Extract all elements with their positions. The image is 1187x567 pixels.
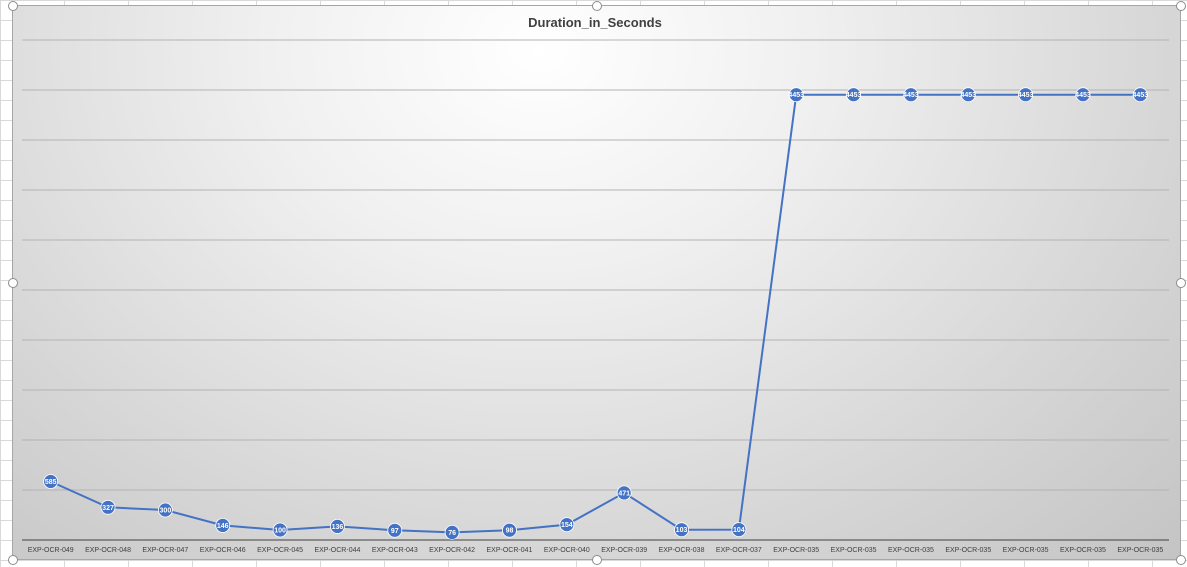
x-tick-label: EXP-OCR-035: [773, 547, 819, 554]
x-tick-label: EXP-OCR-035: [1060, 547, 1106, 554]
x-tick-label: EXP-OCR-035: [945, 547, 991, 554]
data-label: 146: [217, 523, 229, 530]
x-tick-label: EXP-OCR-043: [372, 547, 418, 554]
data-label: 98: [506, 528, 514, 535]
data-point[interactable]: [215, 518, 231, 533]
data-point[interactable]: [100, 499, 116, 515]
data-label: 4453: [1075, 92, 1091, 99]
x-tick-label: EXP-OCR-044: [314, 547, 360, 554]
x-tick-label: EXP-OCR-035: [1117, 547, 1163, 554]
x-tick-label: EXP-OCR-038: [659, 547, 705, 554]
data-point[interactable]: [387, 522, 403, 538]
x-tick-label: EXP-OCR-047: [142, 547, 188, 554]
data-label: 97: [391, 528, 399, 535]
data-point[interactable]: [788, 87, 804, 103]
x-tick-label: EXP-OCR-035: [888, 547, 934, 554]
resize-handle-middle-right[interactable]: [1176, 278, 1186, 288]
data-point[interactable]: [444, 525, 460, 540]
x-tick-label: EXP-OCR-041: [487, 547, 533, 554]
data-point[interactable]: [903, 87, 919, 103]
data-label: 327: [102, 505, 114, 512]
data-point[interactable]: [1075, 87, 1091, 103]
data-point[interactable]: [674, 522, 689, 538]
resize-handle-top-middle[interactable]: [592, 1, 602, 11]
resize-handle-bottom-middle[interactable]: [592, 555, 602, 565]
x-tick-label: EXP-OCR-048: [85, 547, 131, 554]
data-label: 585: [45, 479, 57, 486]
resize-handle-top-right[interactable]: [1176, 1, 1186, 11]
x-tick-label: EXP-OCR-035: [1003, 547, 1049, 554]
x-tick-label: EXP-OCR-035: [831, 547, 877, 554]
data-label: 471: [618, 490, 630, 497]
data-label: 76: [448, 530, 456, 537]
data-point[interactable]: [272, 522, 288, 538]
data-point[interactable]: [616, 485, 632, 501]
resize-handle-top-left[interactable]: [8, 1, 18, 11]
data-point[interactable]: [846, 87, 861, 103]
resize-handle-bottom-right[interactable]: [1176, 555, 1186, 565]
x-tick-label: EXP-OCR-037: [716, 547, 762, 554]
data-label: 4453: [788, 92, 804, 99]
data-point[interactable]: [559, 517, 575, 532]
data-label: 100: [274, 528, 286, 535]
series-line: [50, 93, 1141, 534]
data-label: 103: [676, 527, 688, 534]
x-tick-label: EXP-OCR-046: [200, 547, 246, 554]
data-point[interactable]: [502, 522, 517, 538]
x-tick-label: EXP-OCR-045: [257, 547, 303, 554]
chart-title: Duration_in_Seconds: [528, 15, 662, 30]
chart-area[interactable]: [12, 5, 1181, 560]
data-label: 4453: [903, 92, 919, 99]
x-tick-label: EXP-OCR-042: [429, 547, 475, 554]
x-tick-label: EXP-OCR-049: [28, 547, 74, 554]
data-point[interactable]: [1132, 87, 1148, 103]
data-point[interactable]: [157, 502, 173, 518]
data-label: 154: [561, 522, 573, 529]
data-label: 4453: [1133, 92, 1149, 99]
data-point[interactable]: [731, 522, 747, 537]
data-label: 104: [733, 527, 745, 534]
x-tick-label: EXP-OCR-039: [601, 547, 647, 554]
data-point[interactable]: [960, 87, 976, 103]
data-point[interactable]: [1018, 87, 1034, 103]
data-label: 4453: [846, 92, 862, 99]
data-label: 136: [332, 524, 344, 531]
data-label: 4453: [960, 92, 976, 99]
x-tick-label: EXP-OCR-040: [544, 547, 590, 554]
resize-handle-bottom-left[interactable]: [8, 555, 18, 565]
data-point[interactable]: [330, 519, 345, 534]
data-label: 4453: [1018, 92, 1034, 99]
data-point[interactable]: [43, 474, 59, 489]
resize-handle-middle-left[interactable]: [8, 278, 18, 288]
data-label: 300: [160, 508, 172, 515]
